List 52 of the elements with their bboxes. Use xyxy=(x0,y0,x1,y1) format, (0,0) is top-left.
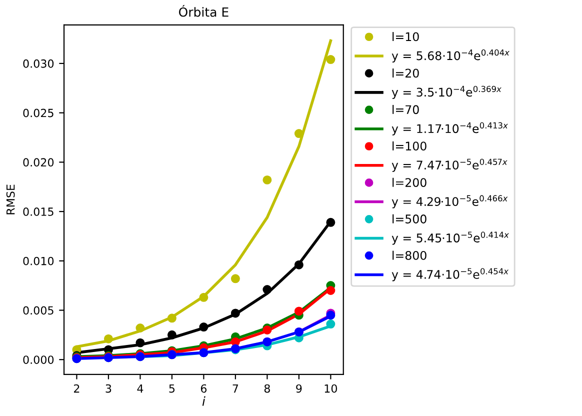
point xyxy=(326,286,336,295)
legend-label: l=500 xyxy=(392,214,426,224)
point xyxy=(230,337,240,346)
point xyxy=(294,306,304,316)
y-tick-label: 0.010 xyxy=(23,256,54,266)
point xyxy=(136,324,145,333)
y-tick-label: 0.005 xyxy=(23,306,54,315)
point xyxy=(294,129,304,138)
legend-label: l=100 xyxy=(392,141,426,151)
point xyxy=(294,260,304,270)
legend-label: y = 5.45·10$^{−5}$e$^{0.414x}$ xyxy=(392,232,509,245)
legend-label: y = 5.68·10$^{−4}$e$^{0.404x}$ xyxy=(392,49,510,62)
point xyxy=(167,314,176,323)
x-axis-title: i xyxy=(202,396,206,406)
y-tick-label: 0.015 xyxy=(23,208,54,216)
legend-label: l=70 xyxy=(392,104,419,114)
legend-label: l=800 xyxy=(392,250,426,260)
point xyxy=(230,274,240,284)
point xyxy=(262,175,272,184)
legend-label: y = 4.29·10$^{−5}$e$^{0.466x}$ xyxy=(392,195,508,208)
x-tick-label: 5 xyxy=(169,384,175,393)
legend-label: y = 7.47·10$^{−5}$e$^{0.457x}$ xyxy=(392,158,508,172)
x-tick-label: 4 xyxy=(137,384,144,393)
y-tick-label: 0.030 xyxy=(23,59,54,68)
legend-label: y = 3.5·10$^{−4}$e$^{0.369x}$ xyxy=(392,86,502,99)
chart-title: Órbita E xyxy=(178,5,228,17)
point xyxy=(326,320,336,329)
point xyxy=(326,218,336,227)
x-tick-label: 10 xyxy=(324,384,338,393)
point xyxy=(326,55,336,64)
legend-label: y = 4.74·10$^{−5}$e$^{0.454x}$ xyxy=(392,268,509,282)
legend-label: l=200 xyxy=(392,178,426,187)
legend-label: y = 1.17·10$^{−4}$e$^{0.413x}$ xyxy=(392,122,508,136)
point xyxy=(199,322,208,332)
x-tick-label: 6 xyxy=(200,384,207,393)
point xyxy=(167,330,176,340)
point xyxy=(199,292,208,302)
legend-label: l=10 xyxy=(392,32,419,42)
y-tick-label: 0.025 xyxy=(23,108,54,118)
point xyxy=(104,334,113,344)
point xyxy=(136,338,145,348)
x-tick-label: 7 xyxy=(232,384,238,393)
x-tick-label: 2 xyxy=(74,384,80,393)
x-tick-label: 8 xyxy=(264,384,270,393)
y-axis-title: RMSE xyxy=(6,184,15,214)
point xyxy=(230,308,240,318)
x-tick-label: 3 xyxy=(106,384,112,393)
point xyxy=(262,285,272,294)
y-tick-label: 0.000 xyxy=(23,356,54,364)
legend-label: l=20 xyxy=(392,68,419,78)
x-tick-label: 9 xyxy=(296,384,302,393)
y-tick-label: 0.020 xyxy=(23,158,54,167)
